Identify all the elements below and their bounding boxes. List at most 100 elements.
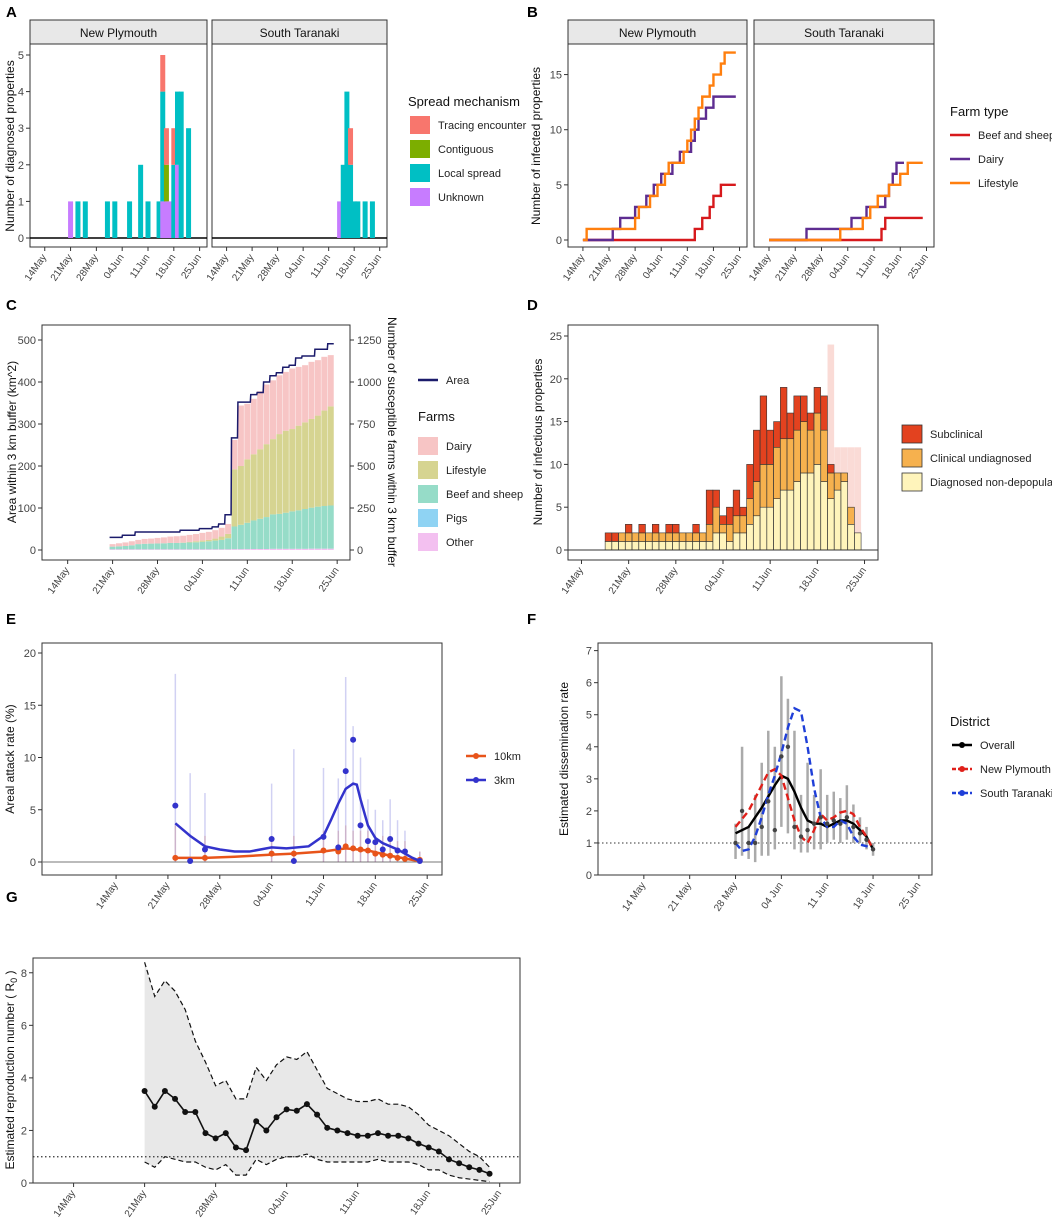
smooth-line-3km (174, 782, 421, 863)
data-point (344, 1130, 351, 1137)
x-tick-label: 25 Jun (897, 880, 923, 911)
data-point (435, 1148, 442, 1155)
bar-segment (773, 421, 781, 448)
y-tick-label: 0 (18, 233, 24, 245)
data-point (151, 1103, 158, 1110)
legend-label: Beef and sheep (978, 130, 1052, 142)
legend-key (410, 116, 430, 134)
x-tick-label: 04 Jun (760, 880, 786, 911)
bar-segment (173, 549, 180, 550)
bar-segment (68, 201, 74, 238)
legend-key-dot (959, 766, 965, 772)
data-point (425, 1144, 432, 1151)
legend-label: Lifestyle (446, 465, 486, 477)
bar-segment (225, 549, 232, 550)
bar-segment (813, 464, 821, 551)
x-tick-label: 04Jun (703, 565, 728, 594)
x-tick-label: 28May (256, 252, 282, 283)
x-tick-label: 18Jun (154, 252, 179, 281)
lower-bound-line (144, 1153, 490, 1183)
bar-segment (282, 548, 289, 550)
bar-segment (122, 542, 129, 546)
bar-segment (199, 541, 206, 550)
legend-key (901, 424, 923, 444)
x-tick-label: 14May (94, 880, 120, 911)
data-point (445, 1156, 452, 1163)
bar-segment (263, 517, 270, 549)
data-point (141, 1088, 148, 1095)
bar-segment (631, 532, 639, 542)
bar-segment (145, 201, 151, 238)
bar-segment (250, 398, 257, 455)
bar-segment (355, 201, 361, 238)
bar-segment (212, 540, 219, 550)
bar-segment (289, 429, 296, 512)
data-point (268, 850, 275, 857)
bar-segment (685, 541, 693, 551)
bar-segment (327, 406, 334, 506)
bar-segment (631, 541, 639, 551)
bar-segment (665, 541, 673, 551)
data-point (405, 1135, 412, 1142)
y-tick-label: 4 (21, 1073, 27, 1085)
x-tick-label: 14May (52, 1188, 78, 1219)
bar-segment (156, 201, 162, 238)
bar-segment (175, 164, 180, 238)
data-point (350, 845, 357, 852)
y-tick-label: 5 (586, 710, 592, 722)
x-tick-label: 21May (230, 252, 256, 283)
x-tick-label: 14May (205, 252, 231, 283)
y-tick-label: 500 (357, 461, 375, 473)
x-tick-label: 04Jun (641, 252, 666, 281)
data-point (394, 847, 401, 854)
bar-segment (625, 524, 633, 534)
bar-segment (276, 375, 283, 435)
x-tick-label: 14May (561, 252, 587, 283)
x-tick-label: 04Jun (266, 1188, 291, 1217)
bar-segment (712, 532, 720, 551)
bar-segment (327, 505, 334, 549)
bar-segment (739, 515, 747, 534)
bar-segment (672, 524, 680, 534)
bar-segment (109, 544, 116, 547)
data-point (335, 848, 342, 855)
x-tick-label: 18 Jun (851, 880, 877, 911)
y-tick-label: 100 (18, 503, 36, 515)
data-point (187, 857, 194, 864)
bar-segment (362, 201, 368, 238)
x-tick-label: 25Jun (317, 565, 342, 594)
x-tick-label: 18Jun (272, 565, 297, 594)
bar-segment (237, 466, 244, 525)
data-point (201, 854, 208, 861)
bar-segment (250, 548, 257, 550)
x-tick-label: 18Jun (409, 1188, 434, 1217)
bar-segment (257, 518, 264, 549)
bar-segment (289, 548, 296, 550)
bar-segment (793, 395, 801, 431)
bar-segment (753, 429, 761, 482)
bar-segment (759, 506, 768, 551)
data-point (395, 1132, 402, 1139)
panel-C-frame (41, 324, 351, 561)
bar-segment (270, 548, 276, 550)
bar-segment (611, 532, 619, 542)
legend-key-dot (959, 742, 965, 748)
bar-segment (186, 534, 193, 542)
bar-segment (225, 533, 232, 539)
data-point (372, 839, 379, 846)
bar-segment (160, 91, 166, 202)
x-tick-label: 25Jun (719, 252, 744, 281)
y-tick-label: 3 (586, 774, 592, 786)
data-point (253, 1118, 260, 1125)
bar-segment (340, 164, 346, 238)
data-point (364, 838, 371, 845)
bar-segment (231, 549, 238, 550)
bar-segment (780, 438, 788, 491)
y-axis-title-right: Number of susceptible farms within 3 km … (385, 317, 399, 567)
x-tick-label: 28May (75, 252, 101, 283)
y-tick-label: 400 (18, 377, 36, 389)
x-tick-label: 11 Jun (806, 880, 832, 910)
data-point (401, 848, 408, 855)
bar-segment (109, 546, 116, 550)
